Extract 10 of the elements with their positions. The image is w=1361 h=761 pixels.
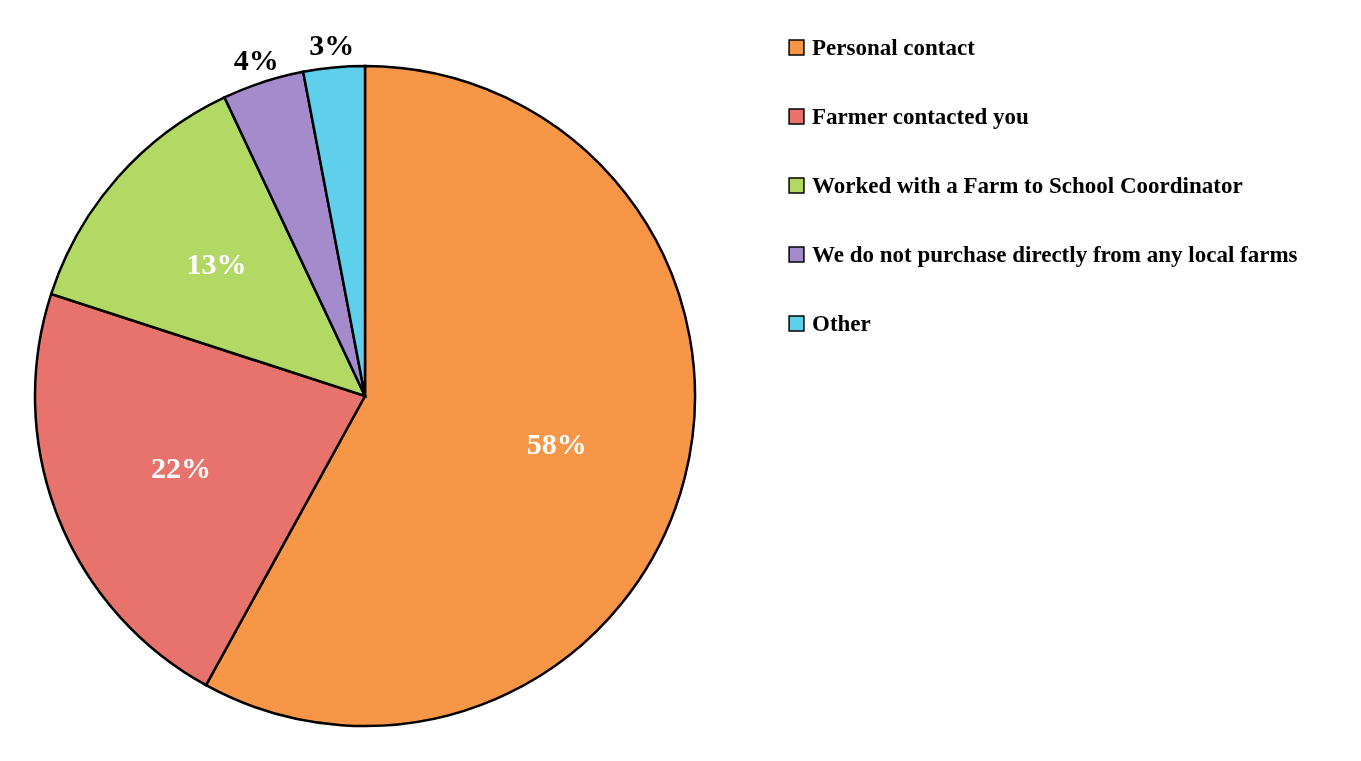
data-label: 4% — [233, 43, 279, 77]
data-label: 58% — [526, 427, 587, 461]
legend-label: Other — [812, 310, 871, 336]
legend-label: Worked with a Farm to School Coordinator — [812, 172, 1243, 198]
legend-label: We do not purchase directly from any local farms — [812, 241, 1298, 267]
data-label: 13% — [186, 247, 247, 281]
legend-label: Personal contact — [812, 34, 976, 60]
data-label: 22% — [150, 450, 211, 484]
legend-label: Farmer contacted you — [812, 103, 1029, 129]
data-label: 3% — [309, 27, 355, 61]
